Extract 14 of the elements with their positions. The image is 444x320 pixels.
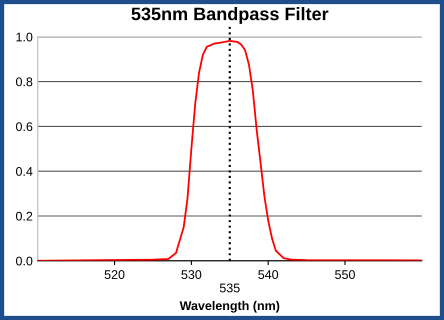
chart-title: 535nm Bandpass Filter xyxy=(131,7,328,24)
y-tick-label: 0.8 xyxy=(16,77,32,86)
y-tick-label: 0.4 xyxy=(16,167,33,176)
y-tick-label: 0.0 xyxy=(16,256,32,266)
x-tick-label: 550 xyxy=(335,270,355,280)
y-tick-label: 1.0 xyxy=(16,32,32,42)
x-axis-title: Wavelength (nm) xyxy=(180,300,280,313)
x-tick-label: 530 xyxy=(181,270,202,280)
y-tick-label: 0.6 xyxy=(16,122,32,132)
ref-line-label: 535 xyxy=(220,284,240,292)
y-tick-label: 0.2 xyxy=(16,212,32,221)
x-tick-label: 520 xyxy=(104,270,124,280)
line-series xyxy=(38,40,422,261)
x-tick-label: 540 xyxy=(258,270,278,280)
